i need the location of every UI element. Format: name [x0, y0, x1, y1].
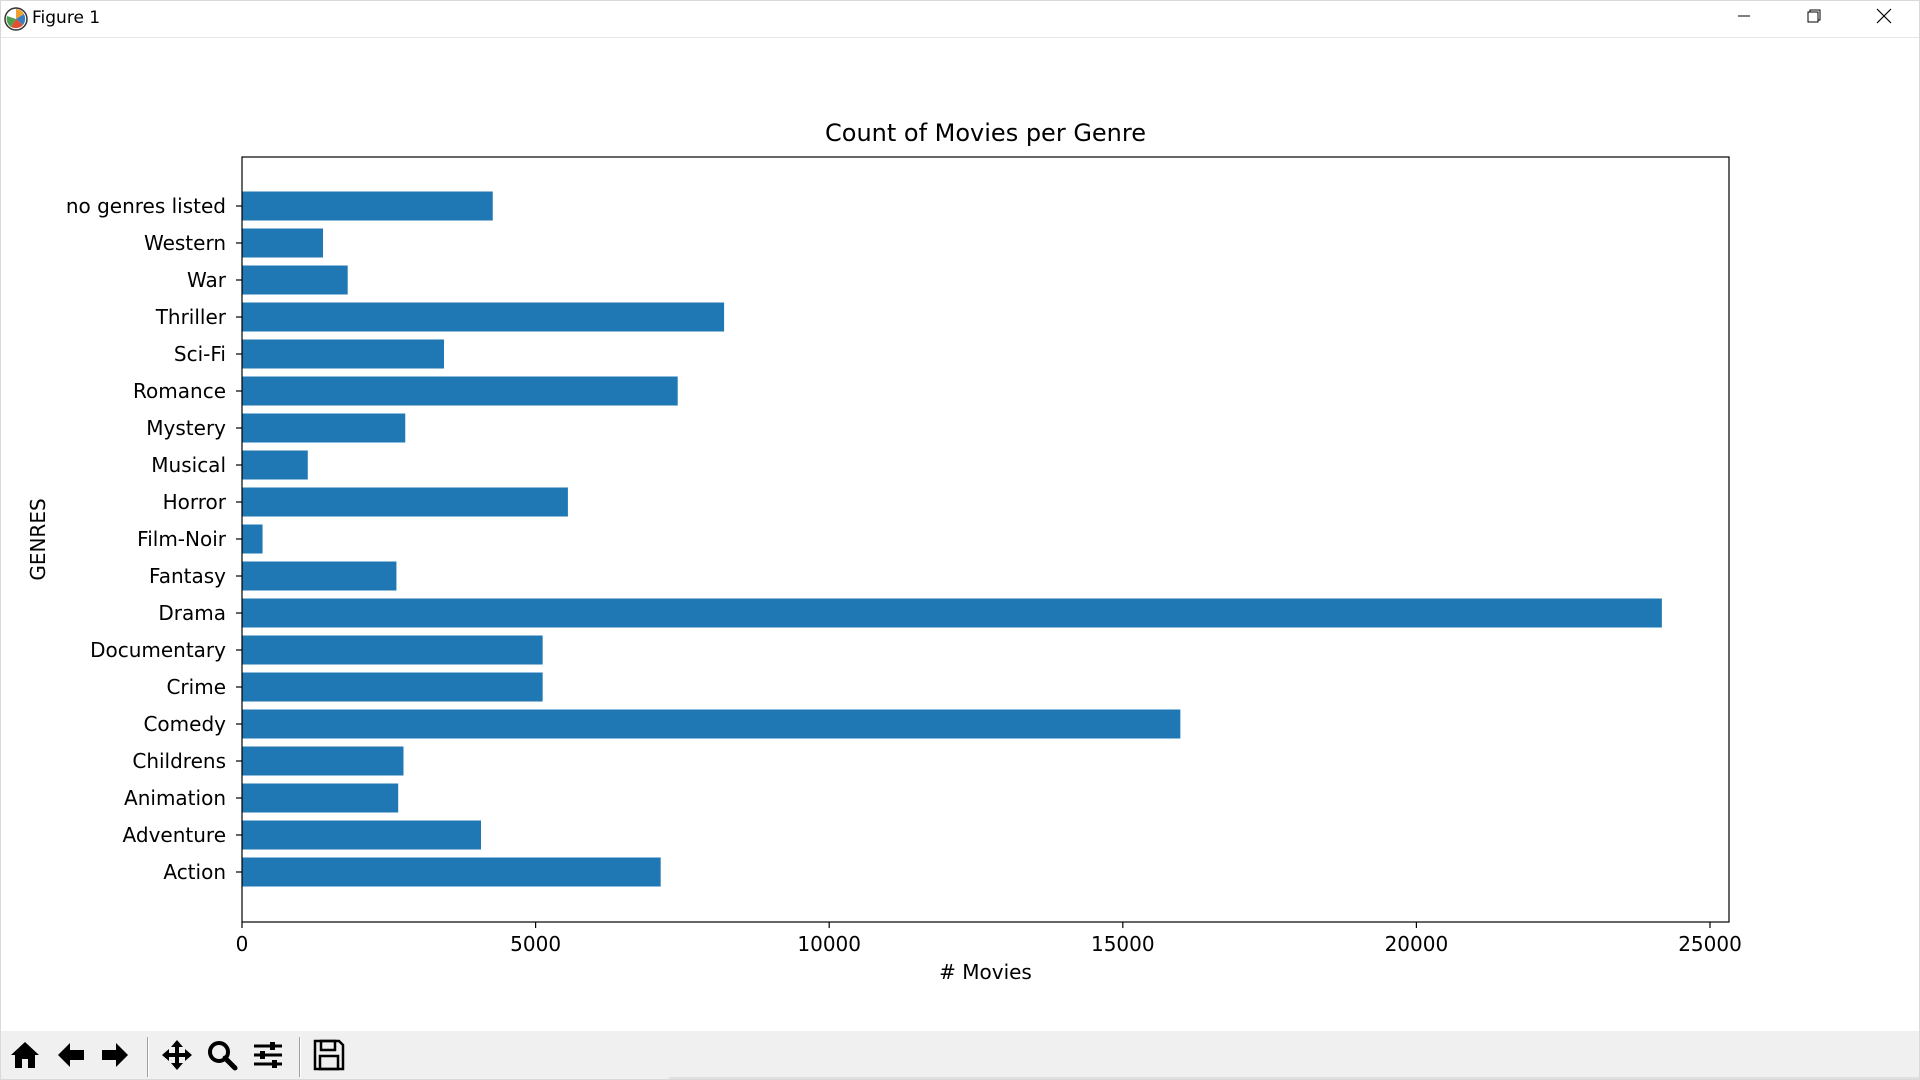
y-tick-label: War: [187, 268, 227, 292]
window-title: Figure 1: [32, 8, 101, 28]
y-tick-label: Thriller: [155, 305, 227, 329]
bar: [242, 672, 543, 702]
floppy-disk-icon: [312, 1038, 346, 1076]
y-tick-label: Sci-Fi: [174, 342, 226, 366]
matplotlib-logo-icon: [3, 6, 29, 32]
bar: [242, 524, 263, 554]
move-icon: [160, 1038, 194, 1076]
axes-frame: [241, 156, 1730, 923]
y-tick-label: Mystery: [146, 416, 226, 440]
y-tick-label: Drama: [158, 601, 226, 625]
y-tick-label: Action: [163, 860, 226, 884]
title-bar[interactable]: Figure 1: [1, 1, 1919, 38]
close-icon: [1876, 8, 1892, 28]
restore-icon: [1806, 8, 1822, 28]
bar: [242, 746, 404, 776]
figure-canvas[interactable]: Action Adventure Animation Childrens Comedy C…: [1, 38, 1919, 1030]
configure-subplots-button[interactable]: [248, 1037, 288, 1077]
x-tick-label: 25000: [1678, 932, 1742, 956]
x-tick-label: 15000: [1091, 932, 1155, 956]
y-tick-label: Crime: [166, 675, 226, 699]
bar: [242, 265, 348, 295]
pan-button[interactable]: [157, 1037, 197, 1077]
navigation-toolbar: [1, 1031, 1919, 1079]
y-tick-label: Childrens: [132, 749, 226, 773]
toolbar-separator: [147, 1037, 149, 1077]
y-tick-label: Adventure: [123, 823, 226, 847]
x-tick-label: 5000: [510, 932, 561, 956]
bar: [242, 339, 444, 369]
y-tick-label: Comedy: [143, 712, 226, 736]
x-tick-label: 0: [236, 932, 249, 956]
bar: [242, 450, 308, 480]
restore-button[interactable]: [1779, 1, 1849, 35]
sliders-icon: [251, 1038, 285, 1076]
x-tick-group: 0 5000 10000 15000 20000 25000: [236, 922, 1742, 956]
status-bar-line: [669, 1077, 1919, 1079]
home-icon: [8, 1038, 42, 1076]
minimize-button[interactable]: [1709, 1, 1779, 35]
minimize-icon: [1736, 8, 1752, 28]
bar-chart: Action Adventure Animation Childrens Comedy C…: [26, 119, 1742, 984]
bar: [242, 228, 324, 258]
x-tick-label: 20000: [1385, 932, 1449, 956]
bar: [242, 857, 661, 887]
home-button[interactable]: [5, 1037, 45, 1077]
bar: [242, 635, 543, 665]
y-tick-label: no genres listed: [66, 194, 226, 218]
y-tick-label: Fantasy: [149, 564, 226, 588]
chart-title: Count of Movies per Genre: [825, 119, 1146, 147]
bar: [242, 820, 481, 850]
y-tick-label: Animation: [124, 786, 226, 810]
x-tick-label: 10000: [797, 932, 861, 956]
bar: [242, 598, 1662, 628]
save-button[interactable]: [309, 1037, 349, 1077]
bar: [242, 783, 399, 813]
bar: [242, 376, 678, 406]
bar: [242, 487, 568, 517]
y-tick-group: Action Adventure Animation Childrens Comedy C…: [66, 194, 242, 884]
y-tick-label: Musical: [151, 453, 226, 477]
bars-group: [242, 191, 1662, 887]
forward-button[interactable]: [95, 1037, 135, 1077]
arrow-left-icon: [54, 1038, 88, 1076]
magnifier-icon: [205, 1038, 239, 1076]
bar: [242, 302, 725, 332]
close-button[interactable]: [1849, 1, 1919, 35]
y-axis-label: GENRES: [26, 498, 50, 580]
y-tick-label: Western: [144, 231, 226, 255]
y-tick-label: Documentary: [90, 638, 226, 662]
x-axis-label: # Movies: [939, 960, 1032, 984]
toolbar-separator: [299, 1037, 301, 1077]
y-tick-label: Horror: [163, 490, 227, 514]
zoom-button[interactable]: [202, 1037, 242, 1077]
bar: [242, 191, 493, 221]
y-tick-label: Romance: [133, 379, 226, 403]
arrow-right-icon: [98, 1038, 132, 1076]
bar: [242, 413, 406, 443]
bar: [242, 709, 1181, 739]
bar: [242, 561, 397, 591]
y-tick-label: Film-Noir: [137, 527, 227, 551]
back-button[interactable]: [51, 1037, 91, 1077]
